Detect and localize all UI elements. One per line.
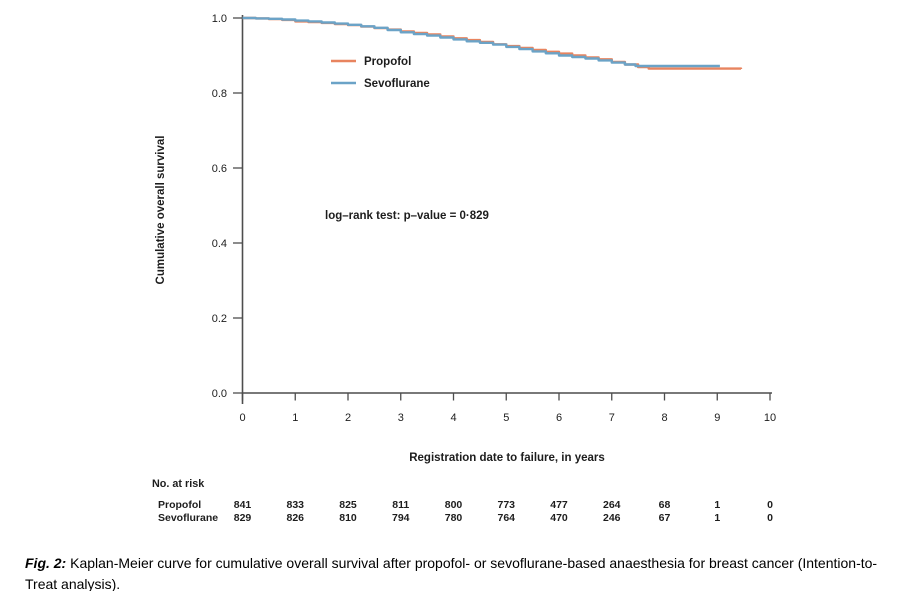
legend-label-sevoflurane: Sevoflurane [364, 78, 430, 90]
x-tick-label: 5 [503, 412, 509, 424]
x-tick-label: 7 [609, 412, 615, 424]
y-tick-label: 1.0 [212, 13, 227, 25]
risk-value: 1 [714, 512, 720, 524]
risk-value: 246 [603, 512, 621, 524]
x-tick-label: 10 [764, 412, 776, 424]
caption-text: Kaplan-Meier curve for cumulative overal… [25, 555, 878, 591]
risk-value: 0 [767, 512, 773, 524]
y-tick-label: 0.0 [212, 388, 227, 400]
y-tick-label: 0.2 [212, 313, 227, 325]
risk-value: 780 [445, 512, 463, 524]
x-axis-title: Registration date to failure, in years [409, 452, 605, 464]
x-tick-label: 6 [556, 412, 562, 424]
survival-curves [242, 16, 743, 70]
risk-row-label-propofol: Propofol [158, 499, 201, 511]
risk-value: 825 [339, 499, 357, 511]
x-tick-label: 9 [714, 412, 720, 424]
risk-value: 811 [392, 499, 409, 511]
risk-value: 477 [550, 499, 568, 511]
x-tick-label: 3 [398, 412, 404, 424]
y-tick-label: 0.4 [212, 238, 227, 250]
risk-value: 810 [339, 512, 357, 524]
risk-value: 833 [286, 499, 304, 511]
kaplan-meier-chart: 0.00.20.40.60.81.0 0 1 2 3 4 5 6 7 8 9 10 841 833 82… [152, 13, 776, 524]
legend-label-propofol: Propofol [364, 56, 411, 68]
risk-value: 1 [714, 499, 720, 511]
x-tick-label: 0 [239, 412, 245, 424]
logrank-annotation: log–rank test: p–value = 0·829 [325, 210, 489, 222]
risk-value: 764 [497, 512, 515, 524]
risk-value: 0 [767, 499, 773, 511]
x-tick-label: 4 [450, 412, 456, 424]
risk-value: 826 [286, 512, 304, 524]
risk-value: 773 [497, 499, 515, 511]
risk-value: 841 [234, 499, 252, 511]
risk-value: 794 [392, 512, 410, 524]
x-tick-label: 8 [661, 412, 667, 424]
km-curve-sevoflurane [242, 16, 720, 68]
legend: Propofol Sevoflurane [331, 56, 430, 90]
risk-value: 829 [234, 512, 252, 524]
caption-prefix: Fig. 2: [25, 555, 67, 571]
risk-table-header: No. at risk [152, 478, 205, 490]
x-tick-label: 1 [292, 412, 298, 424]
risk-value: 800 [445, 499, 463, 511]
risk-value: 68 [659, 499, 671, 511]
risk-value: 470 [550, 512, 568, 524]
y-axis-ticks: 0.0 0.2 0.4 0.6 0.8 1.0 [212, 13, 243, 400]
risk-value: 264 [603, 499, 621, 511]
risk-value: 67 [659, 512, 671, 524]
risk-row-label-sevoflurane: Sevoflurane [158, 512, 218, 524]
figure-caption: Fig. 2: Kaplan-Meier curve for cumulativ… [25, 553, 893, 591]
y-tick-label: 0.6 [212, 163, 227, 175]
y-tick-label: 0.8 [212, 88, 227, 100]
x-tick-label: 2 [345, 412, 351, 424]
risk-table-values: 841 833 825 811 800 773 477 264 68 1 0 829 826 810 794… [234, 499, 773, 524]
x-axis-ticks: 0 1 2 3 4 5 6 7 8 9 10 [239, 393, 776, 424]
y-axis-title: Cumulative overall survival [155, 136, 167, 285]
